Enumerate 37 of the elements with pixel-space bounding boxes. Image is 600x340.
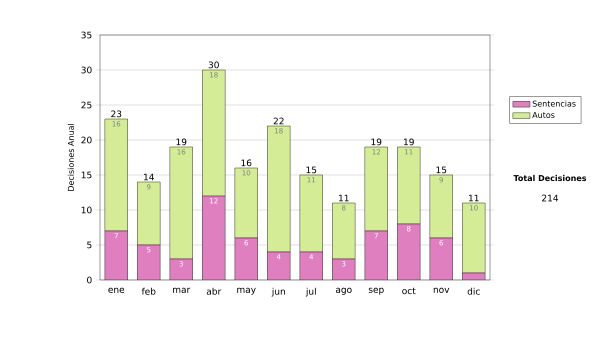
x-tick-label: may (237, 288, 256, 295)
total-label: 11 (469, 194, 479, 202)
y-tick-label: 15 (82, 172, 92, 178)
text: Total Decisiones (513, 174, 586, 182)
total-label: 16 (242, 159, 252, 166)
total-label: 30 (208, 61, 219, 68)
y-tick-label: 35 (81, 32, 92, 38)
total-label: 11 (339, 194, 349, 202)
x-tick-label: sep (368, 288, 384, 295)
x-tick-label: ago (336, 288, 352, 295)
y-tick-label: 5 (87, 242, 92, 248)
x-tick-label: feb (142, 288, 156, 295)
legend-label: Autos (532, 112, 555, 118)
y-axis-title: Decisiones Anual (68, 124, 74, 191)
total-label: 14 (144, 174, 154, 180)
total-label: 23 (111, 110, 122, 118)
x-tick-label: jun (272, 288, 285, 296)
x-tick-label: nov (434, 288, 450, 293)
total-label: 15 (306, 166, 316, 174)
x-tick-label: jul (306, 288, 316, 296)
x-tick-label: oct (402, 288, 416, 294)
x-tick-label: mar (173, 288, 190, 293)
total-label: 15 (436, 166, 446, 174)
total-label: 19 (176, 138, 186, 146)
total-label: 19 (372, 138, 382, 146)
x-tick-label: ene (108, 288, 124, 293)
y-tick-label: 20 (81, 136, 92, 144)
total-label: 22 (274, 118, 284, 124)
legend-label: Sentencias (532, 100, 576, 107)
x-tick-label: abr (206, 288, 222, 295)
total-label: 19 (404, 138, 414, 146)
y-tick-label: 25 (81, 102, 92, 108)
text: 214 (542, 194, 558, 202)
y-tick-label: 30 (81, 66, 92, 74)
y-tick-label: 0 (87, 276, 92, 284)
y-tick-label: 10 (82, 206, 92, 214)
x-tick-label: dic (468, 288, 480, 295)
